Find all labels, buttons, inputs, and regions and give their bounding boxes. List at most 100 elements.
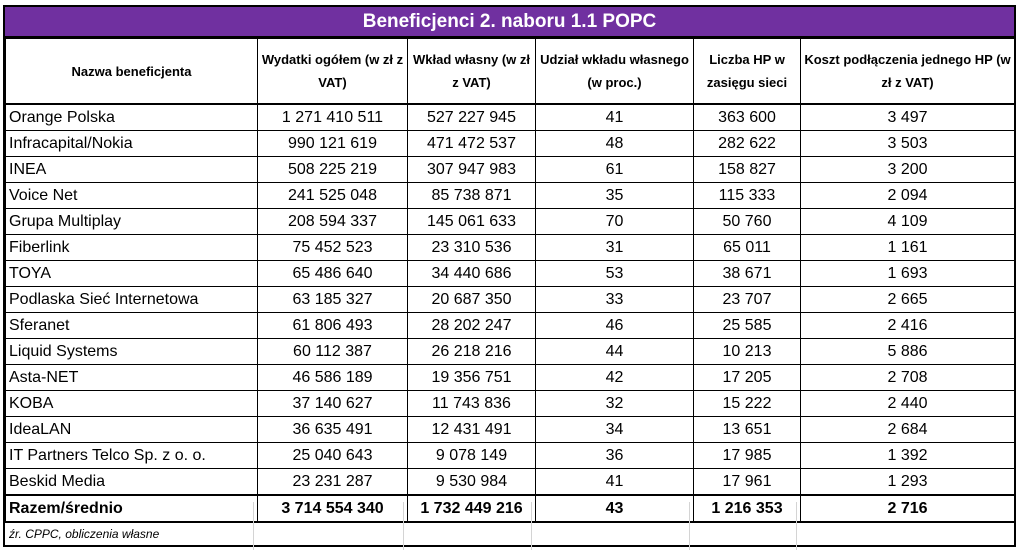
cell-total-expenses: 25 040 643 [257,442,408,469]
cell-own-contribution: 12 431 491 [407,416,536,443]
table-row: Sferanet 61 806 493 28 202 247 46 25 585 2 41… [5,312,1015,339]
cell-total-expenses: 508 225 219 [257,156,408,183]
cell-cost-per-hp: 1 293 [800,468,1015,496]
cell-contribution-share: 46 [535,312,694,339]
cell-total-expenses: 63 185 327 [257,286,408,313]
beneficiaries-table: Nazwa beneficjenta Wydatki ogółem (w zł … [5,38,1015,522]
cell-name: Fiberlink [5,234,258,261]
cell-own-contribution: 307 947 983 [407,156,536,183]
cell-hp-count: 363 600 [693,103,801,131]
table-row: Orange Polska 1 271 410 511 527 227 945 41 3… [5,103,1015,131]
cell-total-expenses: 65 486 640 [257,260,408,287]
cell-total-expenses: 60 112 387 [257,338,408,365]
cell-own-contribution: 19 356 751 [407,364,536,391]
cell-hp-count: 23 707 [693,286,801,313]
cell-total-expenses: 208 594 337 [257,208,408,235]
cell-own-contribution: 527 227 945 [407,103,536,131]
table-row: IdeaLAN 36 635 491 12 431 491 34 13 651 2 684 [5,416,1015,443]
column-header-contribution-share: Udział wkładu własnego (w proc.) [535,38,694,105]
cell-name: Orange Polska [5,103,258,131]
cell-name: IdeaLAN [5,416,258,443]
cell-hp-count: 25 585 [693,312,801,339]
column-header-hp-count: Liczba HP w zasięgu sieci [693,38,801,105]
cell-cost-per-hp: 4 109 [800,208,1015,235]
sheet-gridline [253,502,254,550]
total-row: Razem/średnio 3 714 554 340 1 732 449 216 4… [5,494,1015,522]
sheet-gridline [403,502,404,550]
cell-total-expenses: 46 586 189 [257,364,408,391]
cell-own-contribution: 26 218 216 [407,338,536,365]
total-cell-cost-per-hp: 2 716 [800,494,1015,522]
data-table-sheet: Beneficjenci 2. naboru 1.1 POPC Nazwa be… [3,5,1016,547]
cell-name: TOYA [5,260,258,287]
cell-hp-count: 15 222 [693,390,801,417]
cell-hp-count: 282 622 [693,130,801,157]
cell-own-contribution: 9 078 149 [407,442,536,469]
cell-cost-per-hp: 2 416 [800,312,1015,339]
total-cell-hp-count: 1 216 353 [693,494,801,522]
cell-cost-per-hp: 2 684 [800,416,1015,443]
cell-hp-count: 17 961 [693,468,801,496]
cell-cost-per-hp: 1 161 [800,234,1015,261]
column-header-own-contribution: Wkład własny (w zł z VAT) [407,38,536,105]
cell-total-expenses: 36 635 491 [257,416,408,443]
column-header-cost-per-hp: Koszt podłączenia jednego HP (w zł z VAT… [800,38,1015,105]
cell-hp-count: 158 827 [693,156,801,183]
table-row: Voice Net 241 525 048 85 738 871 35 115 333 2… [5,182,1015,209]
cell-hp-count: 13 651 [693,416,801,443]
cell-cost-per-hp: 2 708 [800,364,1015,391]
cell-hp-count: 17 985 [693,442,801,469]
cell-contribution-share: 48 [535,130,694,157]
cell-name: Voice Net [5,182,258,209]
source-note: źr. CPPC, obliczenia własne [5,522,1014,545]
cell-name: Podlaska Sieć Internetowa [5,286,258,313]
sheet-gridline [689,502,690,550]
cell-contribution-share: 32 [535,390,694,417]
cell-hp-count: 115 333 [693,182,801,209]
cell-hp-count: 10 213 [693,338,801,365]
cell-name: Grupa Multiplay [5,208,258,235]
cell-hp-count: 65 011 [693,234,801,261]
cell-cost-per-hp: 5 886 [800,338,1015,365]
table-row: Fiberlink 75 452 523 23 310 536 31 65 011 1 1… [5,234,1015,261]
cell-contribution-share: 33 [535,286,694,313]
cell-own-contribution: 28 202 247 [407,312,536,339]
cell-own-contribution: 11 743 836 [407,390,536,417]
total-cell-total-expenses: 3 714 554 340 [257,494,408,522]
cell-total-expenses: 23 231 287 [257,468,408,496]
cell-total-expenses: 990 121 619 [257,130,408,157]
cell-total-expenses: 75 452 523 [257,234,408,261]
table-row: Infracapital/Nokia 990 121 619 471 472 537… [5,130,1015,157]
total-cell-contribution-share: 43 [535,494,694,522]
cell-contribution-share: 42 [535,364,694,391]
cell-contribution-share: 70 [535,208,694,235]
cell-total-expenses: 241 525 048 [257,182,408,209]
cell-cost-per-hp: 3 200 [800,156,1015,183]
cell-own-contribution: 23 310 536 [407,234,536,261]
cell-own-contribution: 145 061 633 [407,208,536,235]
cell-name: Asta-NET [5,364,258,391]
cell-name: KOBA [5,390,258,417]
table-row: IT Partners Telco Sp. z o. o. 25 040 643 9… [5,442,1015,469]
cell-total-expenses: 37 140 627 [257,390,408,417]
cell-name: IT Partners Telco Sp. z o. o. [5,442,258,469]
cell-name: Infracapital/Nokia [5,130,258,157]
cell-own-contribution: 20 687 350 [407,286,536,313]
cell-total-expenses: 61 806 493 [257,312,408,339]
cell-contribution-share: 35 [535,182,694,209]
table-row: Podlaska Sieć Internetowa 63 185 327 20 68… [5,286,1015,313]
header-row: Nazwa beneficjenta Wydatki ogółem (w zł … [5,38,1015,105]
cell-cost-per-hp: 2 440 [800,390,1015,417]
cell-cost-per-hp: 2 094 [800,182,1015,209]
column-header-total-expenses: Wydatki ogółem (w zł z VAT) [257,38,408,105]
total-cell-own-contribution: 1 732 449 216 [407,494,536,522]
cell-total-expenses: 1 271 410 511 [257,103,408,131]
cell-contribution-share: 44 [535,338,694,365]
cell-own-contribution: 85 738 871 [407,182,536,209]
cell-contribution-share: 61 [535,156,694,183]
cell-own-contribution: 471 472 537 [407,130,536,157]
sheet-gridline [531,502,532,550]
cell-hp-count: 17 205 [693,364,801,391]
total-cell-name: Razem/średnio [5,494,258,522]
table-title: Beneficjenci 2. naboru 1.1 POPC [5,7,1014,38]
